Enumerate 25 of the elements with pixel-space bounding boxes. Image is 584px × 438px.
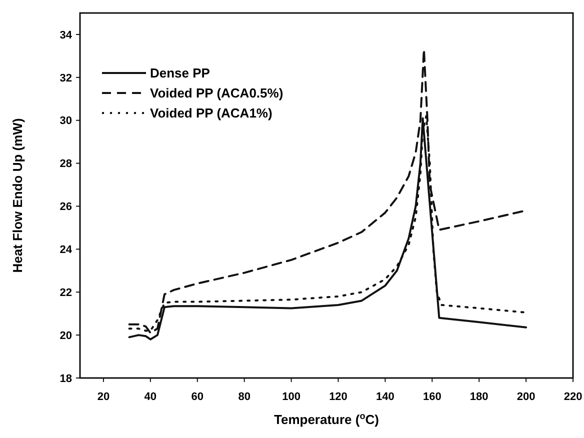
x-axis-title: Temperature ($^{o}$C) [274,411,380,427]
x-tick-label: 40 [144,391,157,403]
x-tick-label: 200 [516,391,536,403]
y-tick-label: 28 [60,158,72,170]
y-tick-label: 32 [60,72,72,84]
y-tick-label: 34 [60,29,73,42]
x-tick-label: 120 [329,391,348,403]
x-tick-label: 100 [282,391,300,403]
y-axis-title: Heat Flow Endo Up (mW) [10,118,25,273]
y-tick-label: 18 [60,372,72,385]
y-tick-label: 20 [60,330,72,342]
x-tick-label: 160 [422,391,442,403]
x-tick-label: 80 [238,391,250,403]
y-tick-label: 30 [60,115,72,128]
x-tick-label: 20 [97,391,110,403]
x-tick-label: 220 [564,391,582,403]
x-tick-label: 180 [470,391,488,403]
legend-label: Voided PP (ACA1%) [150,106,272,121]
y-tick-label: 24 [60,244,73,256]
legend-label: Voided PP (ACA0.5%) [150,86,284,101]
x-tick-label: 60 [191,391,204,403]
y-tick-label: 22 [60,286,72,299]
legend-label: Dense PP [150,66,210,81]
y-tick-label: 26 [60,201,72,214]
x-tick-label: 140 [376,391,394,403]
